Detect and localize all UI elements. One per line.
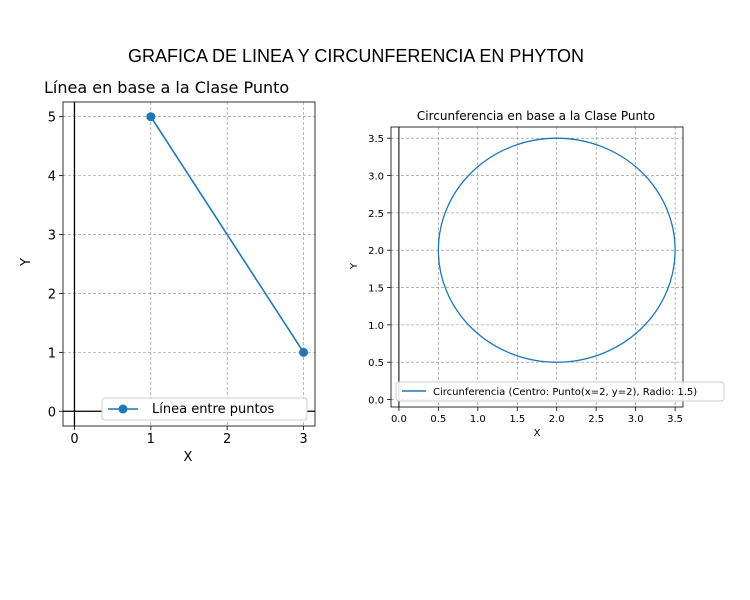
y-tick-label: 3.0 [368, 172, 384, 183]
y-tick-label: 2 [48, 287, 56, 302]
plot-frame [62, 101, 316, 427]
series-line [150, 116, 305, 353]
y-tick-label: 2.5 [368, 209, 384, 220]
x-tick-label: 2.5 [588, 414, 604, 425]
y-tick-label: 1 [48, 346, 56, 361]
line-chart-legend-label: Línea entre puntos [152, 402, 274, 417]
line-chart-xlabel: X [184, 450, 193, 465]
circle-chart-panel: Circunferencia en base a la Clase Punto … [349, 109, 725, 439]
figure-title: GRAFICA DE LINEA Y CIRCUNFERENCIA EN PHY… [127, 46, 585, 66]
line-chart-series [146, 112, 309, 357]
data-point [299, 347, 309, 357]
circle-chart-axes [390, 126, 684, 408]
y-tick-label: 3 [48, 229, 56, 244]
line-chart-axes [62, 101, 316, 427]
x-tick-label: 0.5 [430, 414, 446, 425]
x-tick-label: 0 [70, 432, 78, 447]
y-tick-label: 4 [48, 170, 56, 185]
data-point [146, 112, 156, 122]
line-chart-grid [63, 102, 315, 426]
circle-chart-ticks: 0.0 0.5 1.0 1.5 2.0 2.5 3.0 3.5 0.0 0.5 1.0 1.5 2.0 2… [368, 134, 683, 425]
plot-frame [390, 126, 684, 408]
y-tick-label: 2.0 [368, 246, 384, 257]
x-tick-label: 1.0 [470, 414, 486, 425]
y-tick-label: 1.5 [368, 284, 384, 295]
legend-marker-circle [118, 404, 128, 414]
y-tick-label: 0.5 [368, 358, 384, 369]
line-chart-legend: Línea entre puntos [101, 397, 308, 421]
circle-chart-xlabel: X [534, 428, 541, 439]
x-tick-label: 2 [223, 432, 231, 447]
x-tick-label: 0.0 [391, 414, 407, 425]
line-chart-title: Línea en base a la Clase Punto [44, 78, 289, 97]
y-tick-label: 5 [48, 111, 56, 126]
line-chart-ticks: 0 1 2 3 0 1 2 3 4 5 [48, 111, 308, 447]
circle-chart-grid [391, 127, 683, 407]
x-tick-label: 3.5 [667, 414, 683, 425]
x-tick-label: 3.0 [628, 414, 644, 425]
line-chart-panel: Línea en base a la Clase Punto 0 1 2 3 0 1 2 3 4… [19, 78, 316, 465]
y-tick-label: 0 [48, 405, 56, 420]
circle-curve [437, 137, 676, 363]
x-tick-label: 3 [299, 432, 307, 447]
circle-chart-legend-label: Circunferencia (Centro: Punto(x=2, y=2),… [433, 387, 697, 398]
x-tick-label: 1.5 [509, 414, 525, 425]
circle-chart-series [437, 137, 676, 363]
y-tick-label: 1.0 [368, 321, 384, 332]
x-tick-label: 2.0 [549, 414, 565, 425]
line-chart-ylabel: Y [19, 258, 34, 267]
x-tick-label: 1 [147, 432, 155, 447]
circle-chart-ylabel: Y [349, 262, 360, 270]
circle-chart-legend: Circunferencia (Centro: Punto(x=2, y=2),… [395, 381, 725, 402]
circle-chart-title: Circunferencia en base a la Clase Punto [417, 109, 655, 123]
y-tick-label: 0.0 [368, 396, 384, 407]
y-tick-label: 3.5 [368, 134, 384, 145]
